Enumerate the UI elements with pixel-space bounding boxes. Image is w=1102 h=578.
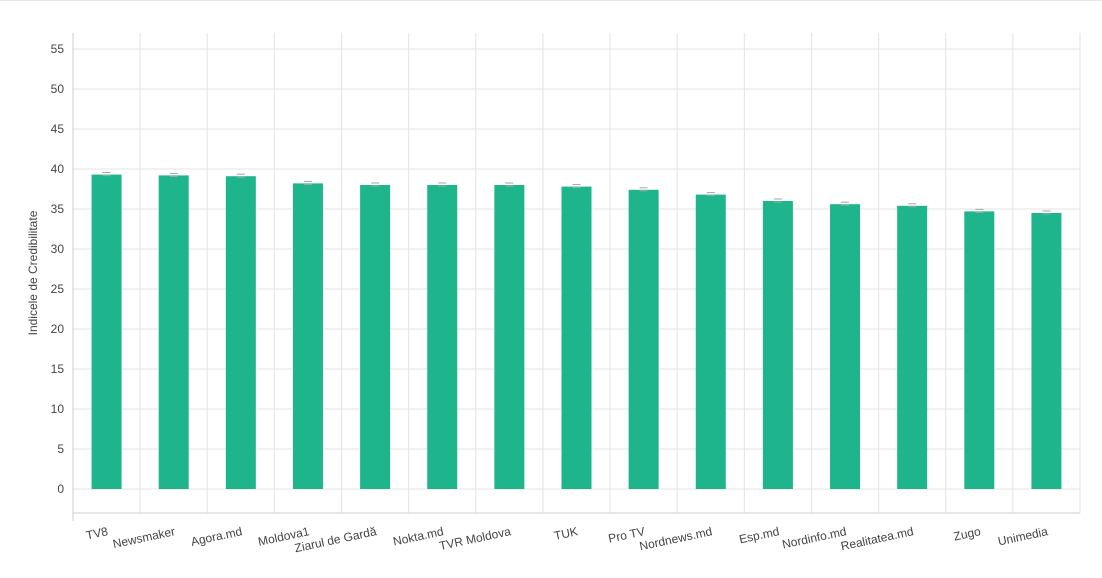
x-tick-label: TV8 xyxy=(85,524,110,542)
y-tick-label: 45 xyxy=(51,122,65,136)
x-tick-label: TVR Moldova xyxy=(438,524,512,553)
x-tick-label: Esp.md xyxy=(738,524,781,546)
y-tick-label: 15 xyxy=(51,362,65,376)
bars xyxy=(91,172,1062,490)
x-tick-label: Nordinfo.md xyxy=(781,524,848,551)
x-tick-label: TUK xyxy=(553,524,579,543)
bar[interactable] xyxy=(292,183,323,489)
y-tick-label: 5 xyxy=(57,442,64,456)
y-tick-label: 50 xyxy=(51,82,65,96)
bar[interactable] xyxy=(91,174,122,489)
bar[interactable] xyxy=(427,185,458,489)
x-tick-label: Unimedia xyxy=(997,524,1050,548)
bar[interactable] xyxy=(628,189,659,490)
bar[interactable] xyxy=(1031,213,1062,489)
bar[interactable] xyxy=(964,211,995,489)
x-tick-label: Realitatea.md xyxy=(839,524,914,553)
y-tick-label: 30 xyxy=(51,242,65,256)
y-tick-label: 55 xyxy=(51,42,65,56)
y-axis-ticks: 0 5 10 15 20 25 30 35 40 45 50 55 xyxy=(51,42,65,496)
x-tick-label: Nokta.md xyxy=(392,524,445,548)
bar[interactable] xyxy=(225,176,256,489)
bar[interactable] xyxy=(897,205,928,490)
y-axis-title: Indicele de Credibilitate xyxy=(26,210,40,335)
bar[interactable] xyxy=(561,186,592,489)
y-tick-label: 10 xyxy=(51,402,65,416)
x-tick-label: Nordnews.md xyxy=(638,524,713,553)
bar[interactable] xyxy=(494,185,525,489)
bar[interactable] xyxy=(762,201,793,489)
x-tick-label: Newsmaker xyxy=(111,524,176,551)
bar[interactable] xyxy=(158,175,189,489)
bar[interactable] xyxy=(360,185,391,489)
y-tick-label: 0 xyxy=(57,482,64,496)
x-tick-label: Agora.md xyxy=(190,524,244,549)
y-tick-label: 35 xyxy=(51,202,65,216)
bar[interactable] xyxy=(695,194,726,489)
y-tick-label: 40 xyxy=(51,162,65,176)
y-tick-label: 20 xyxy=(51,322,65,336)
y-tick-label: 25 xyxy=(51,282,65,296)
x-tick-label: Zugo xyxy=(952,524,982,543)
bar[interactable] xyxy=(830,204,861,489)
